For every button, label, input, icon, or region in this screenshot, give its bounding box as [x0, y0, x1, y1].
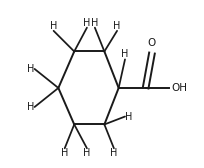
Text: H: H — [83, 148, 91, 158]
Text: H: H — [83, 18, 91, 28]
Text: O: O — [148, 38, 156, 48]
Text: H: H — [121, 49, 129, 59]
Text: H: H — [27, 102, 34, 112]
Text: H: H — [27, 64, 34, 74]
Text: H: H — [110, 148, 118, 158]
Text: H: H — [50, 21, 57, 31]
Text: H: H — [125, 112, 132, 121]
Text: H: H — [91, 18, 99, 28]
Text: OH: OH — [171, 83, 187, 93]
Text: H: H — [113, 21, 121, 31]
Text: H: H — [61, 148, 68, 158]
